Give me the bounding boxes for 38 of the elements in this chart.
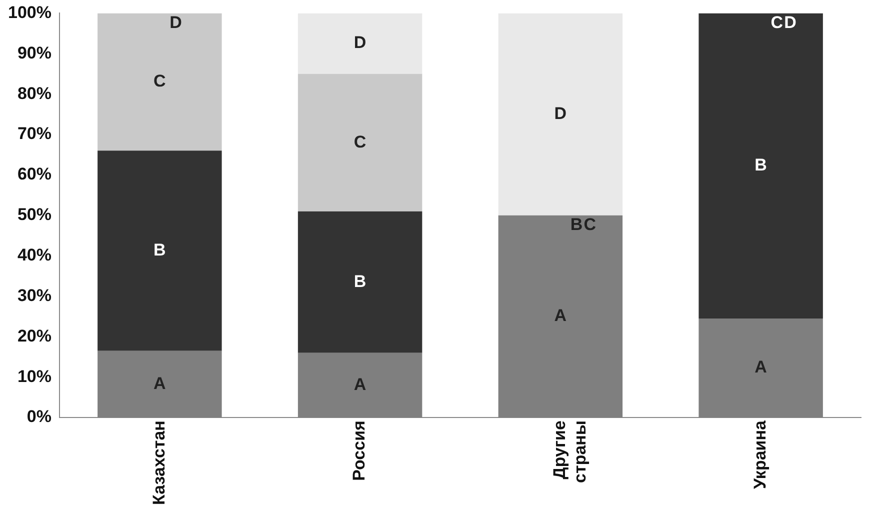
text: D (170, 12, 182, 32)
text: C (354, 132, 366, 152)
y-tick-label: 40% (17, 245, 52, 264)
series-label: D (354, 33, 366, 52)
y-tick-label: 50% (17, 205, 52, 224)
x-tick-label: Казахстан (149, 420, 168, 506)
text: D (554, 104, 567, 123)
y-tick-label: 90% (17, 43, 52, 62)
text: A (554, 306, 567, 326)
text: B (154, 240, 166, 260)
x-tick-label: Другие страны (550, 420, 590, 483)
y-tick-label: 80% (17, 84, 52, 103)
x-tick-label: Россия (350, 420, 369, 481)
x-tick-label: Украина (750, 420, 770, 489)
bar (298, 211, 422, 353)
y-tick-label: 70% (17, 124, 52, 144)
bar (298, 74, 422, 212)
text: B (570, 215, 583, 234)
y-tick-label: 10% (17, 366, 52, 386)
text: C (770, 12, 784, 32)
series-label: B (754, 156, 767, 175)
bar (298, 13, 422, 74)
series-label: C (154, 72, 166, 91)
text: D (784, 12, 796, 32)
text: B (354, 272, 366, 291)
y-tick-label: 60% (17, 164, 52, 184)
bar (698, 13, 823, 318)
bar (98, 150, 222, 351)
bar (98, 13, 222, 151)
bar (498, 13, 623, 216)
text: A (754, 358, 767, 377)
y-tick-label: 30% (17, 286, 52, 305)
y-tick-label: 100% (8, 2, 52, 22)
series-label: A (354, 374, 366, 394)
y-tick-label: 0% (26, 407, 52, 426)
text: A (154, 374, 166, 393)
y-tick-label: 20% (17, 326, 52, 346)
text: C (584, 215, 596, 234)
